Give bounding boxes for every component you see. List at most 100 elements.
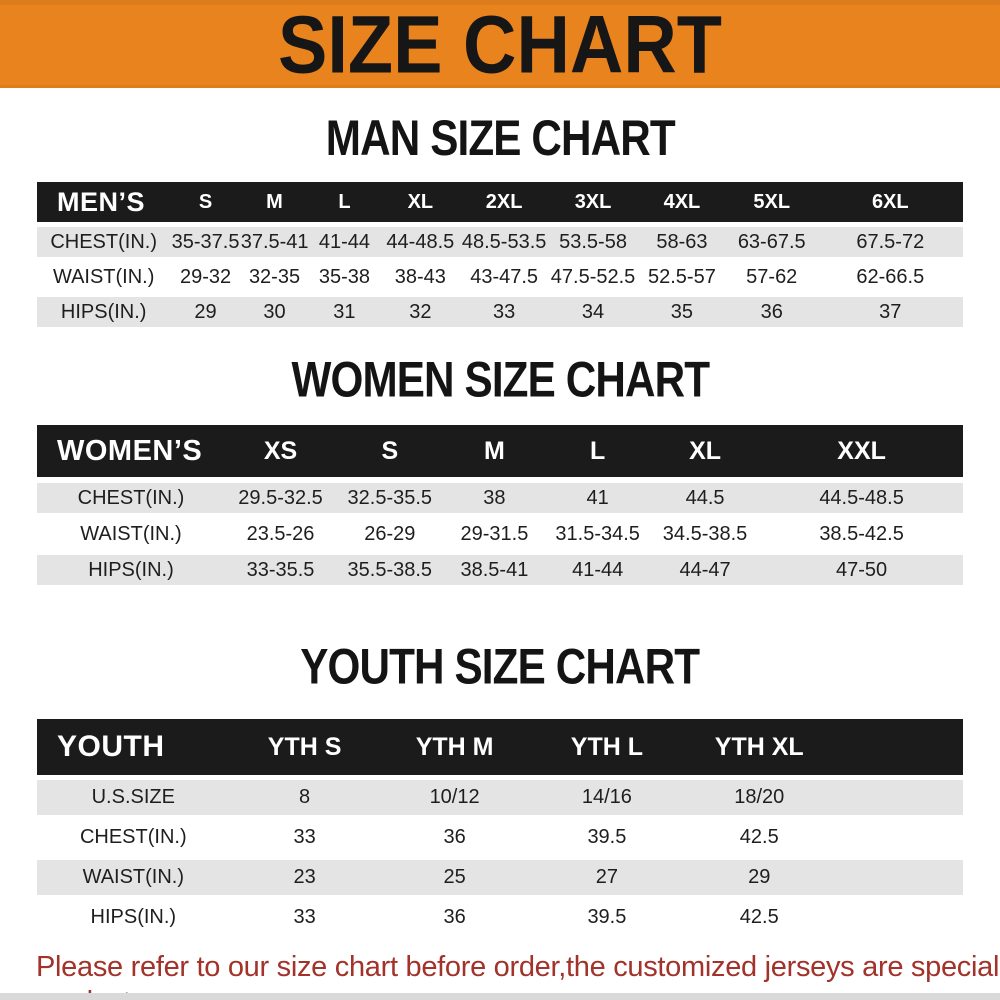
table-row: WAIST(IN.) 29-32 32-35 35-38 38-43 43-47.5 47.…: [37, 262, 963, 292]
section-heading-men-text: MAN SIZE CHART: [325, 110, 675, 167]
row-label-cell: WAIST(IN.): [52, 265, 155, 288]
size-value-cell: 36: [760, 300, 783, 323]
size-value-cell: 44-48.5: [386, 230, 455, 253]
row-label-cell: CHEST(IN.): [50, 230, 157, 253]
table-row: U.S.SIZE 8 10/12 14/16 18/20: [37, 780, 963, 815]
size-value-cell: 44.5: [685, 486, 725, 509]
row-label-cell: WAIST(IN.): [82, 866, 185, 888]
size-value-cell: 35: [670, 300, 694, 323]
bottom-edge-strip: [0, 993, 1000, 1000]
size-value-cell: 63-67.5: [737, 230, 806, 253]
table-row: CHEST(IN.) 33 36 39.5 42.5: [37, 820, 963, 855]
size-column-header: 3XL: [574, 190, 612, 213]
size-column-header: XXL: [837, 436, 886, 465]
size-value-cell: 23: [293, 866, 316, 888]
table-row: HIPS(IN.) 33-35.5 35.5-38.5 38.5-41 41-44 44-…: [37, 555, 963, 585]
banner: SIZE CHART: [0, 0, 1000, 90]
youth-size-table: YOUTH YTH S YTH M YTH L YTH XL U.S.SIZE 8 10/1…: [37, 714, 963, 940]
size-value-cell: 36: [443, 826, 466, 848]
row-label-cell: HIPS(IN.): [88, 558, 174, 581]
size-column-header: XS: [263, 436, 298, 465]
row-label-cell: HIPS(IN.): [90, 906, 177, 928]
size-value-cell: 31.5-34.5: [555, 522, 640, 545]
women-size-table: WOMEN’S XS S M L XL XXL CHEST(IN.) 29.5-32.5 32.…: [37, 419, 963, 591]
size-value-cell: 39.5: [587, 906, 627, 928]
size-value-cell: 32: [409, 300, 432, 323]
size-value-cell: 38-43: [394, 265, 446, 288]
size-value-cell: 32-35: [248, 265, 301, 288]
size-value-cell: 29-31.5: [460, 522, 529, 545]
row-label-cell: WAIST(IN.): [80, 522, 182, 545]
size-value-cell: 37: [879, 300, 902, 323]
size-value-cell: 33: [293, 906, 316, 928]
row-label-cell: CHEST(IN.): [79, 826, 187, 848]
size-column-header: YTH XL: [714, 732, 804, 761]
size-value-cell: 32.5-35.5: [347, 486, 433, 509]
size-column-header: S: [198, 190, 213, 213]
size-value-cell: 47-50: [836, 558, 888, 581]
size-value-cell: 35-37.5: [171, 230, 240, 253]
size-column-header: L: [338, 190, 351, 213]
filler-cell: [834, 860, 963, 895]
size-value-cell: 34.5-38.5: [662, 522, 748, 545]
size-column-header: L: [590, 436, 606, 465]
size-column-header: 2XL: [485, 190, 523, 213]
size-value-cell: 42.5: [739, 906, 779, 928]
table-row: HIPS(IN.) 33 36 39.5 42.5: [37, 900, 963, 935]
size-value-cell: 18/20: [734, 786, 785, 808]
size-value-cell: 29: [748, 866, 771, 888]
size-value-cell: 53.5-58: [559, 230, 627, 253]
size-value-cell: 35-38: [318, 265, 370, 288]
size-value-cell: 62-66.5: [856, 265, 925, 288]
size-column-header: YTH L: [570, 732, 644, 761]
size-value-cell: 52.5-57: [648, 265, 716, 288]
table-row: WAIST(IN.) 23.5-26 26-29 29-31.5 31.5-34.5 34…: [37, 519, 963, 549]
size-value-cell: 43-47.5: [470, 265, 539, 288]
size-value-cell: 38.5-41: [460, 558, 529, 581]
table-header-row: MEN’S S M L XL 2XL 3XL 4XL 5XL 6XL: [37, 182, 963, 222]
size-value-cell: 35.5-38.5: [347, 558, 433, 581]
table-row: CHEST(IN.) 29.5-32.5 32.5-35.5 38 41 44.5 44.5…: [37, 483, 963, 513]
size-column-header: XL: [407, 190, 434, 213]
filler-cell: [834, 719, 963, 775]
size-value-cell: 25: [443, 866, 466, 888]
size-value-cell: 67.5-72: [856, 230, 925, 253]
size-column-header: 4XL: [663, 190, 701, 213]
filler-cell: [834, 820, 963, 855]
section-heading-women-text: WOMEN SIZE CHART: [291, 352, 710, 409]
size-value-cell: 41: [586, 486, 609, 509]
size-column-header: XL: [689, 436, 722, 465]
table-row: WAIST(IN.) 23 25 27 29: [37, 860, 963, 895]
row-label-cell: U.S.SIZE: [91, 786, 175, 808]
size-value-cell: 14/16: [581, 786, 632, 808]
size-value-cell: 58-63: [656, 230, 708, 253]
size-column-header: M: [266, 190, 283, 213]
size-value-cell: 44.5-48.5: [819, 486, 904, 509]
size-column-header: S: [381, 436, 399, 465]
size-column-header: 6XL: [871, 190, 909, 213]
table-row: CHEST(IN.) 35-37.5 37.5-41 41-44 44-48.5 48.5…: [37, 227, 963, 257]
size-value-cell: 27: [595, 866, 619, 888]
size-column-header: YTH M: [415, 732, 494, 761]
size-value-cell: 39.5: [587, 826, 627, 848]
size-value-cell: 31: [333, 300, 356, 323]
size-value-cell: 41-44: [318, 230, 370, 253]
size-value-cell: 29: [194, 300, 217, 323]
table-header-row: WOMEN’S XS S M L XL XXL: [37, 425, 963, 477]
table-title-cell: WOMEN’S: [57, 434, 203, 467]
size-value-cell: 48.5-53.5: [461, 230, 547, 253]
table-title-cell: MEN’S: [57, 186, 146, 217]
size-value-cell: 38.5-42.5: [819, 522, 904, 545]
size-value-cell: 33-35.5: [246, 558, 315, 581]
size-value-cell: 38: [483, 486, 506, 509]
size-value-cell: 34: [581, 300, 605, 323]
size-value-cell: 37.5-41: [240, 230, 309, 253]
size-value-cell: 23.5-26: [246, 522, 315, 545]
size-value-cell: 36: [443, 906, 466, 928]
size-value-cell: 29.5-32.5: [238, 486, 323, 509]
size-value-cell: 42.5: [739, 826, 779, 848]
section-heading-youth-text: YOUTH SIZE CHART: [300, 639, 701, 696]
section-heading-men: MAN SIZE CHART: [0, 110, 1000, 167]
table-title-cell: YOUTH: [57, 730, 165, 763]
